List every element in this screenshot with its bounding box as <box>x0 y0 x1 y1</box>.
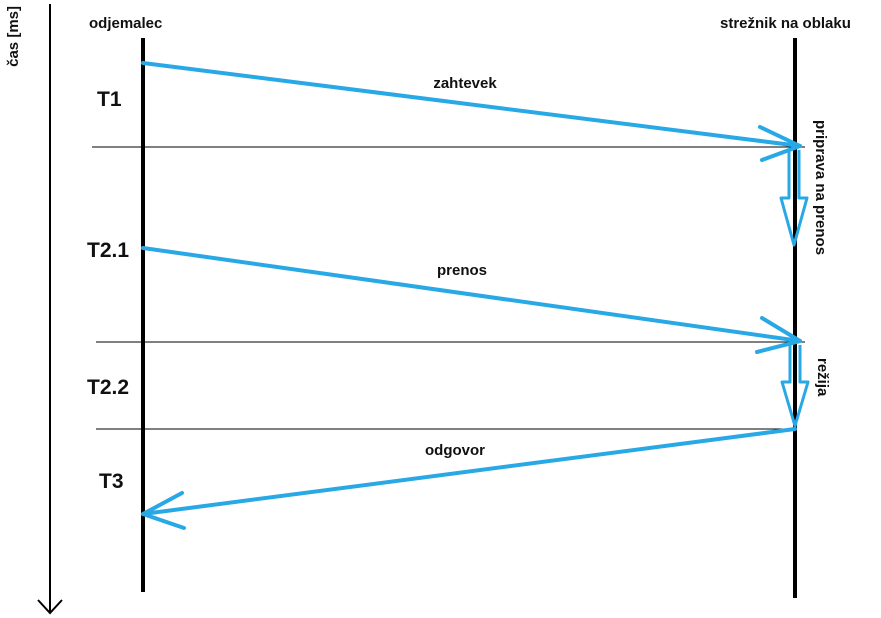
response-label: odgovor <box>425 442 485 459</box>
request-arrow <box>141 61 802 162</box>
transfer-label: prenos <box>437 262 487 279</box>
response-arrow <box>141 427 797 530</box>
phase-label-t3: T3 <box>99 470 124 493</box>
overhead-arrow <box>780 345 810 428</box>
phase-label-t2-1: T2.1 <box>87 239 129 262</box>
overhead-label: režija <box>814 358 831 397</box>
phase-label-t2-2: T2.2 <box>87 376 129 399</box>
time-axis: čas [ms] <box>5 4 63 615</box>
time-axis-arrowhead <box>37 599 63 615</box>
preparation-arrow <box>779 150 809 247</box>
preparation-label: priprava na prenos <box>812 120 829 255</box>
request-label: zahtevek <box>433 75 497 92</box>
client-label: odjemalec <box>89 15 162 32</box>
phase-label-t1: T1 <box>97 88 122 111</box>
transfer-arrow <box>141 246 802 354</box>
server-label: strežnik na oblaku <box>720 15 851 32</box>
time-axis-label: čas [ms] <box>5 6 22 67</box>
